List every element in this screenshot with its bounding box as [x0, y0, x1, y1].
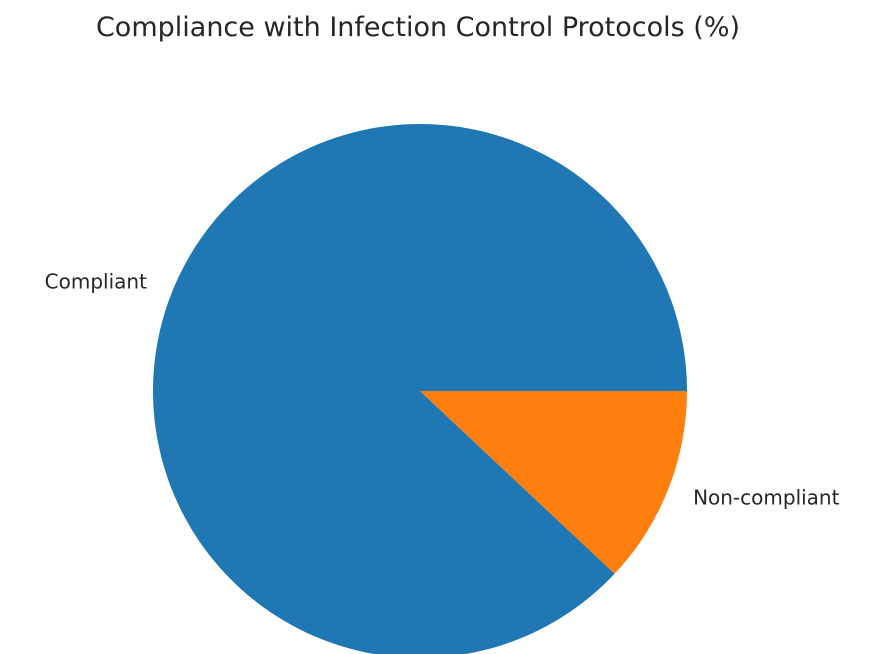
chart-title: Compliance with Infection Control Protoc… [95, 12, 741, 43]
pie-slice-non-compliant [420, 391, 687, 574]
pie-labels: Compliant Non-compliant [45, 269, 840, 509]
pie-label-non-compliant: Non-compliant [693, 486, 840, 510]
pie-slices [153, 124, 687, 654]
pie-slice-compliant [153, 124, 687, 654]
pie-label-compliant: Compliant [45, 269, 147, 293]
